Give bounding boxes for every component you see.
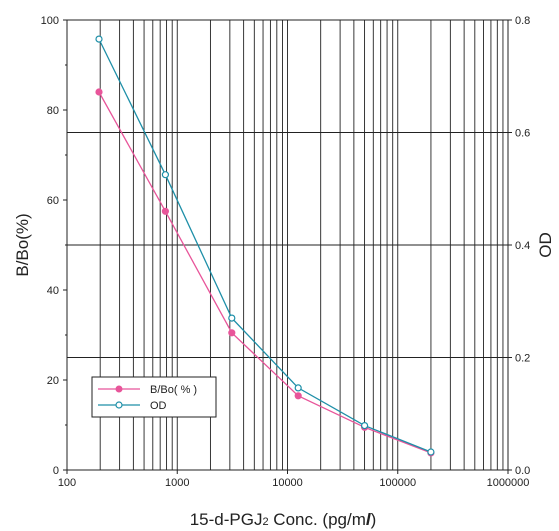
x-tick-label: 10000 xyxy=(272,477,303,489)
y2-tick-label: 0.8 xyxy=(515,15,530,27)
y-tick-label: 40 xyxy=(47,285,59,297)
y-axis-title: B/Bo(%) xyxy=(13,213,32,276)
series-line-bbo xyxy=(98,91,432,454)
x-axis-title: 15-d-PGJ2 Conc. (pg/ml) xyxy=(190,510,377,529)
legend-marker-od xyxy=(115,401,123,409)
x-axis-title-rest: Conc. (pg/m xyxy=(269,510,366,529)
legend: B/Bo( % ) OD xyxy=(91,376,217,418)
data-point-od xyxy=(361,422,369,430)
y-tick-label: 0 xyxy=(53,465,59,477)
y-tick-label: 100 xyxy=(41,15,59,27)
x-tick-label: 1000000 xyxy=(487,477,530,489)
y2-tick-label: 0.2 xyxy=(515,353,530,365)
series-layer xyxy=(95,35,435,457)
x-axis-title-close: ) xyxy=(371,510,377,529)
data-point-od xyxy=(161,171,169,179)
y-tick-label: 60 xyxy=(47,195,59,207)
y2-tick-label: 0.0 xyxy=(515,465,530,477)
legend-marker-bbo xyxy=(115,385,123,393)
x-tick-label: 1000 xyxy=(165,477,189,489)
y2-axis-title: OD xyxy=(536,232,555,258)
data-point-bbo xyxy=(228,329,236,337)
x-axis-title-unit: l xyxy=(366,510,372,529)
data-point-bbo xyxy=(161,207,169,215)
y2-tick-label: 0.4 xyxy=(515,240,530,252)
grid-lines xyxy=(67,20,508,470)
x-axis-title-subscript: 2 xyxy=(262,516,268,528)
legend-label-od: OD xyxy=(150,400,167,412)
x-axis-title-main: 15-d-PGJ xyxy=(190,510,263,529)
data-point-od xyxy=(95,35,103,43)
y-tick-label: 20 xyxy=(47,375,59,387)
legend-box xyxy=(91,376,217,418)
x-tick-label: 100 xyxy=(58,477,76,489)
data-point-od xyxy=(294,384,302,392)
y2-tick-label: 0.6 xyxy=(515,128,530,140)
data-point-od xyxy=(228,314,236,322)
x-tick-label: 100000 xyxy=(379,477,416,489)
axes: 100 1000 10000 100000 1000000 0 20 40 60 80 100 0.0… xyxy=(41,15,531,489)
legend-label-bbo: B/Bo( % ) xyxy=(150,384,197,396)
series-line-od xyxy=(98,38,432,453)
data-point-bbo xyxy=(294,392,302,400)
y-tick-label: 80 xyxy=(47,105,59,117)
data-point-od xyxy=(427,448,435,456)
data-point-bbo xyxy=(95,88,103,96)
